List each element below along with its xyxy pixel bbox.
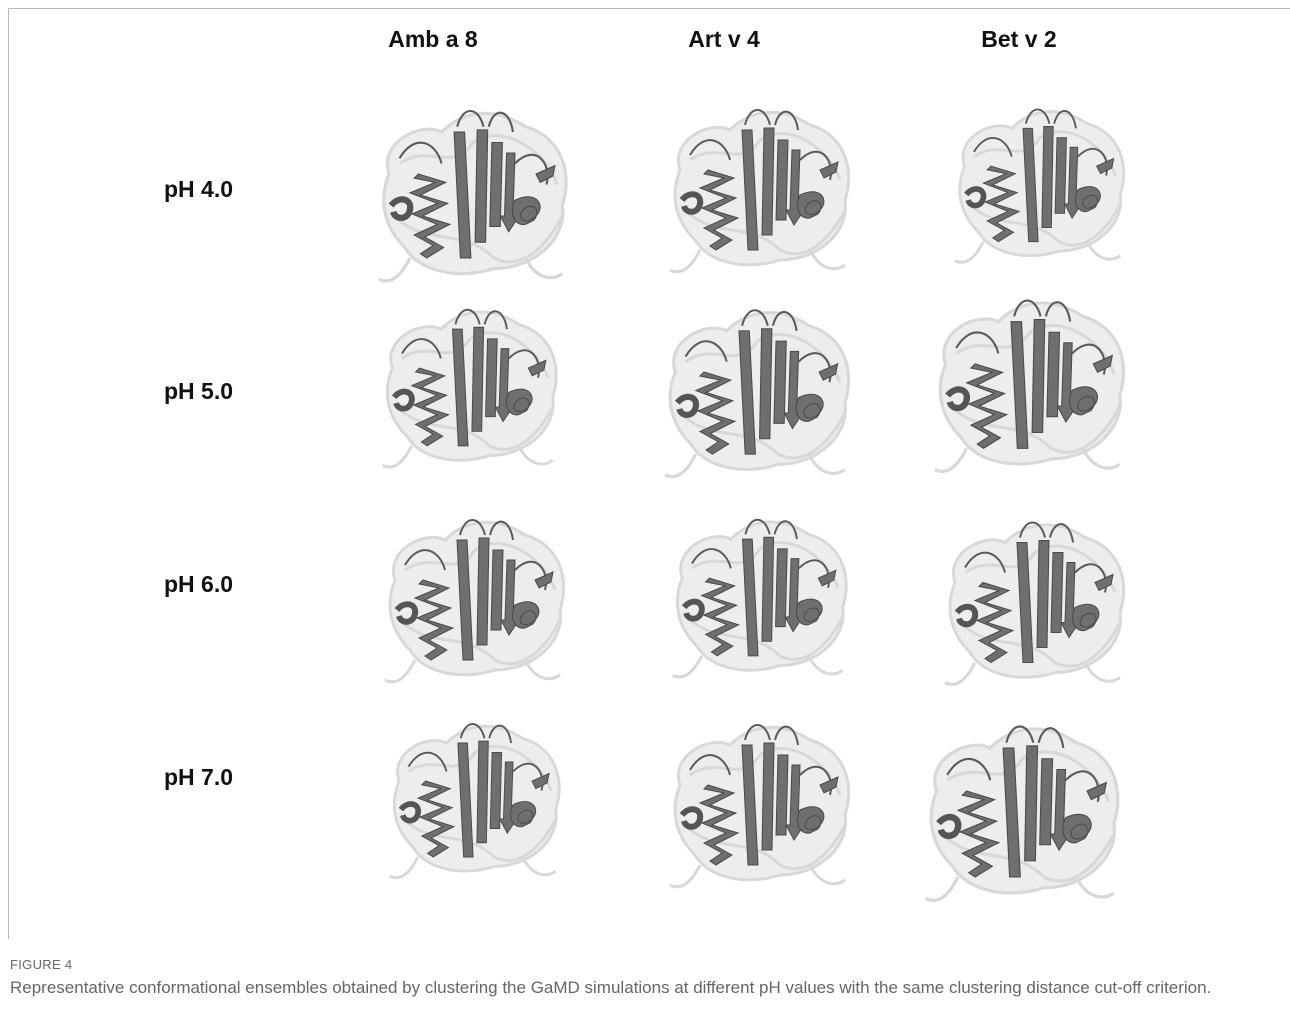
column-header: Art v 4 [624, 26, 824, 53]
protein-ensemble [383, 310, 557, 467]
protein-grid [0, 0, 1290, 940]
row-header: pH 5.0 [164, 378, 233, 405]
protein-ensemble [945, 523, 1124, 685]
row-header: pH 4.0 [164, 176, 233, 203]
row-header: pH 7.0 [164, 764, 233, 791]
protein-ensemble [670, 110, 849, 272]
protein-ensemble [390, 724, 560, 878]
protein-ensemble [385, 520, 564, 682]
protein-ensemble [670, 725, 849, 887]
protein-ensemble [955, 109, 1124, 262]
protein-ensemble [935, 301, 1124, 472]
column-header: Bet v 2 [919, 26, 1119, 53]
row-header: pH 6.0 [164, 571, 233, 598]
protein-ensemble [926, 727, 1118, 901]
column-header: Amb a 8 [333, 26, 533, 53]
figure-label: FIGURE 4 [10, 957, 72, 972]
protein-ensemble [665, 310, 849, 476]
protein-ensemble [673, 520, 847, 677]
figure-caption: Representative conformational ensembles … [10, 976, 1272, 1000]
protein-ensemble [379, 111, 567, 281]
page: {"figure": { "columns": ["Amb a 8", "Art… [0, 0, 1290, 1030]
